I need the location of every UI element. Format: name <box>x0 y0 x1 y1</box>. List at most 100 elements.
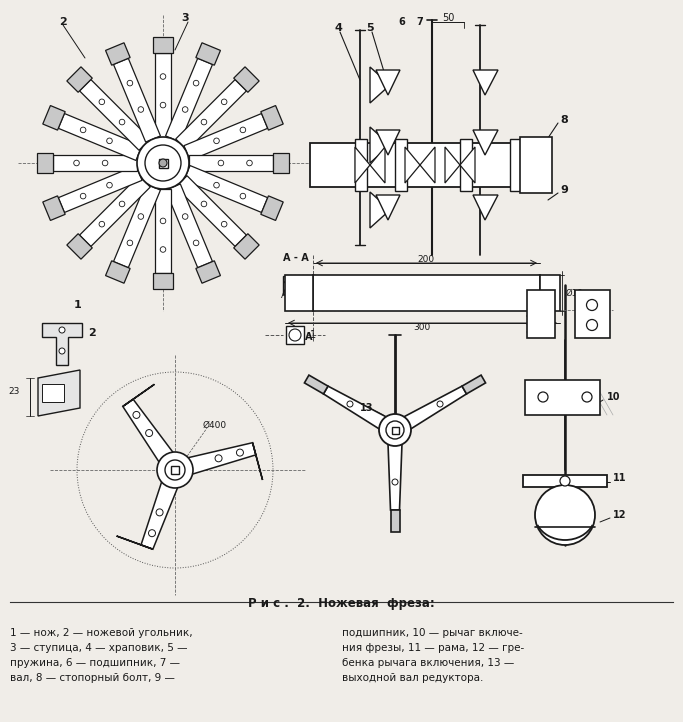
Circle shape <box>138 214 143 219</box>
Circle shape <box>127 80 133 86</box>
Bar <box>520 137 552 193</box>
Polygon shape <box>153 37 173 53</box>
Bar <box>42 384 64 402</box>
Polygon shape <box>155 53 171 137</box>
Circle shape <box>74 160 79 166</box>
Text: вал, 8 — стопорный болт, 9 —: вал, 8 — стопорный болт, 9 — <box>10 673 175 683</box>
Polygon shape <box>376 195 400 220</box>
Text: A: A <box>281 292 287 300</box>
Circle shape <box>120 201 125 206</box>
Bar <box>392 427 399 434</box>
Polygon shape <box>58 165 142 212</box>
Bar <box>171 466 179 474</box>
Circle shape <box>133 412 140 419</box>
Polygon shape <box>176 175 247 246</box>
Text: A: A <box>305 332 313 342</box>
Polygon shape <box>376 70 400 95</box>
Text: 5: 5 <box>366 23 374 33</box>
Circle shape <box>221 99 227 105</box>
Polygon shape <box>155 189 171 273</box>
Bar <box>310 143 550 187</box>
Polygon shape <box>67 234 92 259</box>
Bar <box>283 276 301 294</box>
Text: 6: 6 <box>399 17 406 27</box>
Text: выходной вал редуктора.: выходной вал редуктора. <box>342 673 484 683</box>
Polygon shape <box>141 467 184 549</box>
Polygon shape <box>38 370 80 416</box>
Circle shape <box>157 452 193 488</box>
Polygon shape <box>387 430 402 510</box>
Circle shape <box>99 222 104 227</box>
Circle shape <box>214 138 219 144</box>
Polygon shape <box>173 443 256 479</box>
Polygon shape <box>106 261 130 283</box>
Text: 1: 1 <box>310 330 316 340</box>
Text: 11: 11 <box>613 473 626 483</box>
Polygon shape <box>473 70 498 95</box>
Circle shape <box>161 218 166 224</box>
Bar <box>313 275 540 311</box>
Bar <box>525 380 600 415</box>
Circle shape <box>538 392 548 402</box>
Polygon shape <box>79 175 150 246</box>
Polygon shape <box>370 67 390 103</box>
Text: пружина, 6 — подшипник, 7 —: пружина, 6 — подшипник, 7 — <box>10 658 180 668</box>
Text: 12: 12 <box>613 510 626 520</box>
Circle shape <box>240 193 246 199</box>
Polygon shape <box>462 375 486 394</box>
Circle shape <box>161 103 166 108</box>
Circle shape <box>379 414 411 446</box>
Polygon shape <box>43 105 65 130</box>
Polygon shape <box>391 510 400 532</box>
Text: подшипник, 10 — рычаг включе-: подшипник, 10 — рычаг включе- <box>342 628 522 638</box>
Circle shape <box>145 145 181 181</box>
Polygon shape <box>376 130 400 155</box>
Circle shape <box>240 127 246 133</box>
Circle shape <box>247 160 252 166</box>
Circle shape <box>161 247 166 252</box>
Circle shape <box>236 449 243 456</box>
Polygon shape <box>123 384 154 406</box>
Text: 3: 3 <box>181 13 189 23</box>
Polygon shape <box>67 67 92 92</box>
Circle shape <box>81 193 86 199</box>
Bar <box>355 139 367 191</box>
Polygon shape <box>184 165 268 212</box>
Circle shape <box>159 159 167 167</box>
Text: 4: 4 <box>334 23 342 33</box>
Polygon shape <box>113 184 161 268</box>
Text: 20: 20 <box>48 388 58 398</box>
Circle shape <box>386 421 404 439</box>
Circle shape <box>582 392 592 402</box>
Text: 18×18: 18×18 <box>303 287 331 295</box>
Bar <box>285 275 313 311</box>
Polygon shape <box>234 234 259 259</box>
Circle shape <box>201 201 207 206</box>
Bar <box>510 139 522 191</box>
Text: Ø16: Ø16 <box>566 289 583 297</box>
Text: 7: 7 <box>417 17 423 27</box>
Polygon shape <box>405 147 435 183</box>
Text: 1 — нож, 2 — ножевой угольник,: 1 — нож, 2 — ножевой угольник, <box>10 628 193 638</box>
Circle shape <box>214 183 219 188</box>
Circle shape <box>392 479 398 485</box>
Text: 13: 13 <box>360 403 374 413</box>
Circle shape <box>587 320 598 331</box>
Text: 300: 300 <box>413 323 430 333</box>
Bar <box>460 139 472 191</box>
Circle shape <box>218 160 224 166</box>
Circle shape <box>138 107 143 113</box>
Polygon shape <box>113 58 161 142</box>
Polygon shape <box>261 105 283 130</box>
Polygon shape <box>165 58 212 142</box>
Circle shape <box>437 401 443 407</box>
Text: ния фрезы, 11 — рама, 12 — гре-: ния фрезы, 11 — рама, 12 — гре- <box>342 643 525 653</box>
Polygon shape <box>37 153 53 173</box>
Text: бенка рычага включения, 13 —: бенка рычага включения, 13 — <box>342 658 514 668</box>
Text: 9: 9 <box>560 185 568 195</box>
Polygon shape <box>445 147 475 183</box>
Polygon shape <box>165 184 212 268</box>
Polygon shape <box>234 67 259 92</box>
Polygon shape <box>79 79 150 150</box>
Circle shape <box>587 300 598 310</box>
